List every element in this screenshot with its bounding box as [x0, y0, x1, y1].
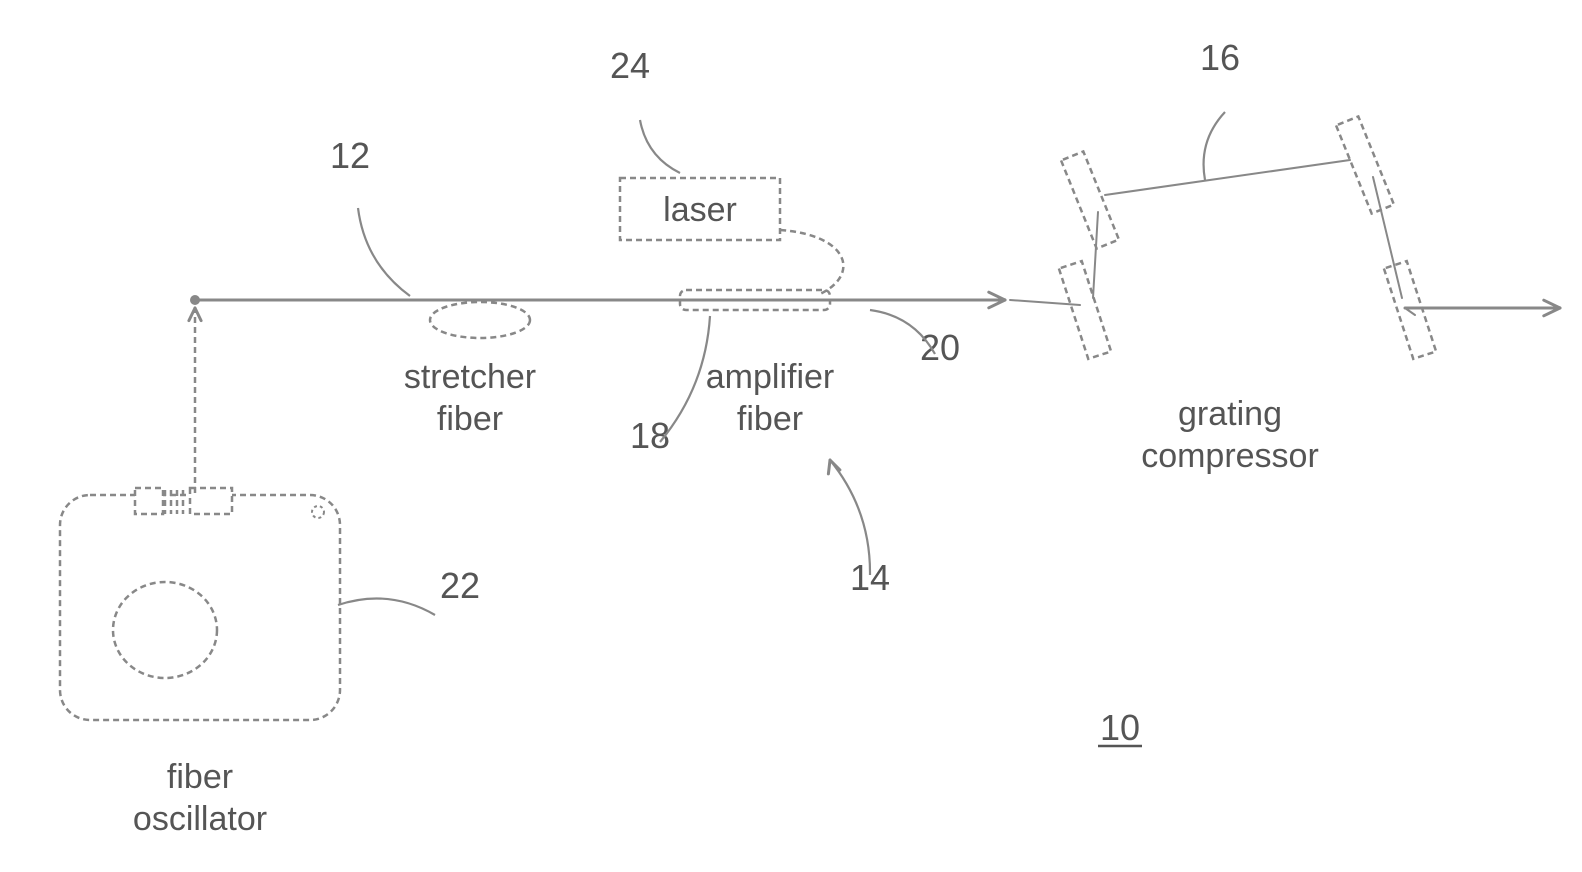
ref-24: 24	[610, 45, 650, 86]
ref-10: 10	[1100, 707, 1140, 748]
svg-text:fiber: fiber	[437, 400, 503, 438]
svg-text:stretcher: stretcher	[404, 358, 536, 396]
svg-text:compressor: compressor	[1141, 437, 1319, 475]
ref-22: 22	[440, 565, 480, 606]
laser-label: laser	[663, 191, 737, 229]
amplifier-fiber-label: amplifier fiber	[706, 358, 834, 438]
ref-20: 20	[920, 327, 960, 368]
stretcher-fiber-label: stretcher fiber	[404, 358, 536, 438]
grating-compressor-label: grating compressor	[1141, 395, 1319, 475]
svg-text:amplifier: amplifier	[706, 358, 834, 396]
optical-system-diagram: laser stretcher fiber amplifier fiber grating…	[0, 0, 1582, 872]
ref-16: 16	[1200, 37, 1240, 78]
svg-text:fiber: fiber	[167, 758, 233, 796]
svg-text:oscillator: oscillator	[133, 800, 267, 838]
svg-text:grating: grating	[1178, 395, 1282, 433]
fiber-oscillator-label: fiber oscillator	[133, 758, 267, 838]
ref-12: 12	[330, 135, 370, 176]
svg-text:fiber: fiber	[737, 400, 803, 438]
